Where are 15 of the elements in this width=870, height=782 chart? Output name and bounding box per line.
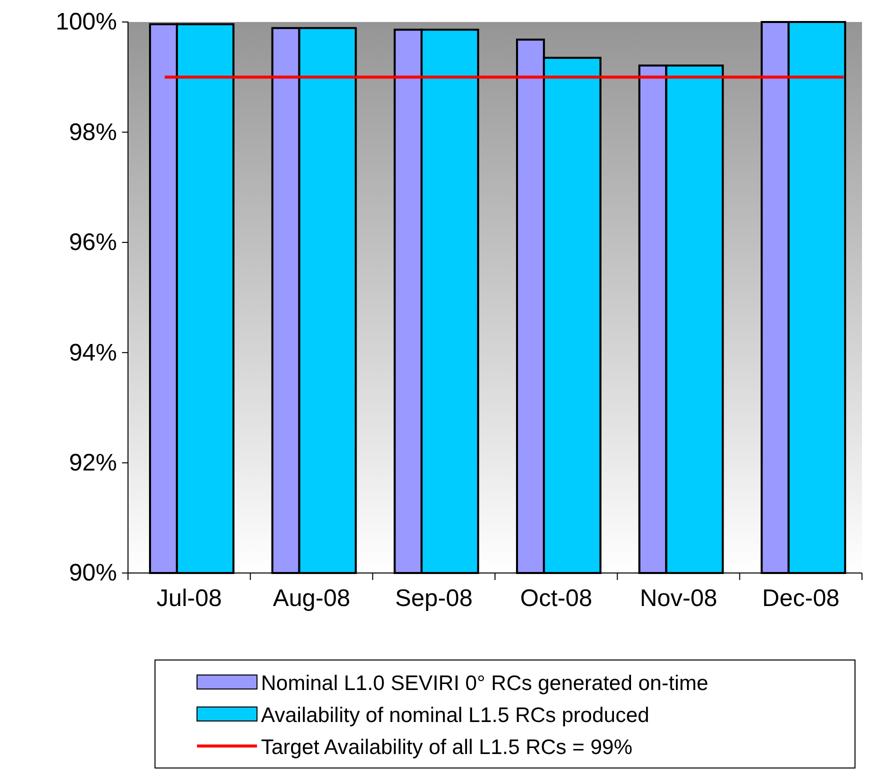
y-tick-label: 98% [68,118,117,146]
x-tick-label: Jul-08 [156,585,222,612]
x-tick-label: Dec-08 [762,585,840,612]
y-tick-label: 90% [68,560,117,587]
x-tick-label: Sep-08 [395,585,473,612]
x-tick-label: Aug-08 [272,585,350,612]
y-tick-label: 92% [68,449,117,476]
y-tick-label: 100% [56,8,117,36]
x-tick-label: Nov-08 [640,585,718,612]
y-tick-label: 94% [68,339,117,366]
y-tick-label: 96% [68,229,117,256]
legend-label: Nominal L1.0 SEVIRI 0° RCs generated on-time [261,672,708,695]
legend-label: Target Availability of all L1.5 RCs = 99% [261,736,632,759]
legend-label: Availability of nominal L1.5 RCs produced [261,704,650,727]
x-tick-label: Oct-08 [520,585,592,612]
